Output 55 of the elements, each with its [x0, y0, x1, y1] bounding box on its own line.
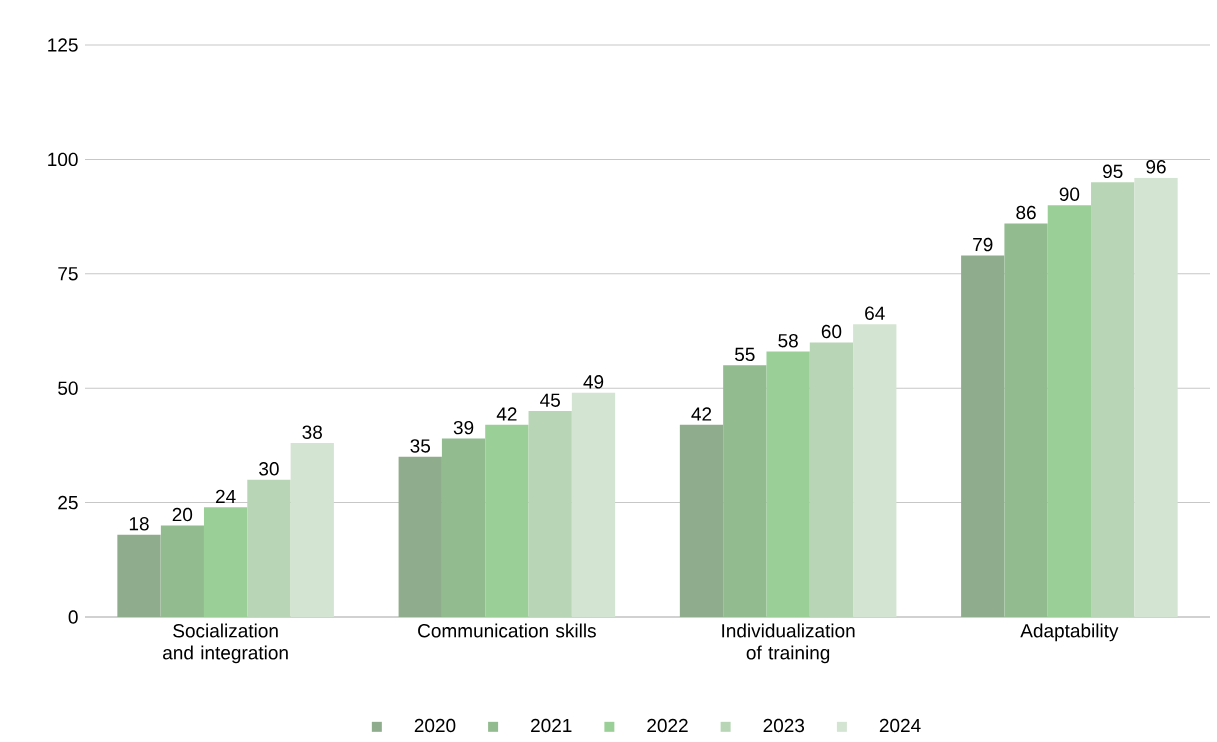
bar — [398, 456, 442, 617]
data-label: 96 — [1146, 160, 1166, 174]
legend-label: 2021 — [531, 718, 572, 733]
bar — [1134, 177, 1178, 617]
data-label: 35 — [410, 439, 431, 453]
legend-label: 2024 — [879, 718, 921, 733]
data-label: 42 — [691, 407, 712, 421]
y-tick-label: 75 — [58, 267, 78, 281]
data-label: 38 — [302, 425, 322, 439]
data-label: 86 — [1016, 205, 1036, 220]
data-label: 90 — [1059, 187, 1080, 201]
legend-label: 2023 — [763, 718, 805, 733]
bar — [1004, 223, 1048, 617]
bar — [961, 255, 1005, 617]
data-label: 30 — [259, 462, 279, 476]
bar — [247, 479, 291, 617]
bar — [766, 351, 810, 617]
x-tick-label: Individualization of training — [722, 623, 855, 664]
bar — [679, 424, 724, 617]
data-label: 58 — [778, 333, 798, 348]
legend-label: 2022 — [647, 718, 688, 733]
y-tick-label: 0 — [68, 610, 78, 624]
bar — [528, 411, 572, 617]
bar — [571, 392, 616, 617]
data-label: 45 — [540, 393, 560, 407]
data-label: 60 — [821, 324, 842, 339]
x-tick-label: Communication skills — [418, 623, 596, 638]
bar — [809, 342, 854, 617]
data-label: 55 — [735, 347, 755, 362]
data-label: 20 — [172, 507, 193, 522]
bar — [1091, 182, 1135, 617]
y-tick-label: 50 — [58, 381, 78, 395]
data-label: 18 — [129, 516, 149, 531]
bar — [117, 534, 161, 617]
data-label: 95 — [1103, 164, 1123, 179]
y-tick-label: 25 — [58, 495, 78, 510]
bar — [441, 438, 486, 617]
data-label: 79 — [973, 237, 993, 252]
data-label: 42 — [496, 407, 517, 421]
data-label: 24 — [216, 489, 236, 503]
bar — [160, 525, 204, 617]
data-label: 49 — [583, 375, 604, 389]
x-tick-label: Socialization and integration — [163, 623, 288, 664]
data-label: 64 — [865, 306, 885, 320]
bar — [723, 365, 767, 617]
data-label: 39 — [453, 420, 474, 435]
y-tick-label: 100 — [48, 152, 78, 167]
bar — [853, 324, 897, 617]
legend-label: 2020 — [414, 718, 456, 733]
y-tick-label: 125 — [48, 38, 78, 52]
bar — [203, 507, 248, 617]
bar — [485, 424, 529, 617]
bar — [1047, 205, 1092, 617]
x-tick-label: Adaptability — [1020, 623, 1119, 642]
bar — [290, 443, 334, 617]
